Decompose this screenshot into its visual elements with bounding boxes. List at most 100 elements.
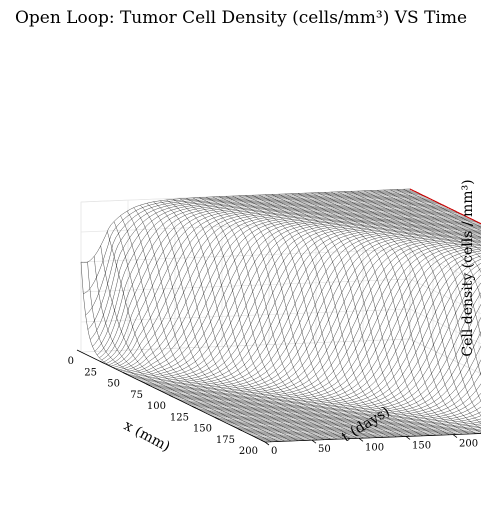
- mesh-line-x: [248, 421, 481, 435]
- x-axis-label: x (mm): [121, 418, 173, 456]
- x-tick-label: 0: [68, 356, 74, 367]
- mesh-line-x: [149, 222, 480, 386]
- x-tick-mark: [99, 360, 105, 364]
- mesh-line-x: [253, 425, 481, 437]
- x-tick-label: 50: [107, 379, 120, 390]
- mesh-line-x: [216, 292, 481, 419]
- mesh-line-x: [99, 197, 429, 358]
- mesh-line-x: [258, 428, 481, 439]
- x-tick-mark: [76, 349, 82, 353]
- mesh-line-x: [189, 243, 481, 406]
- mesh-line-x: [260, 430, 481, 440]
- mesh-line-x: [166, 231, 481, 394]
- mesh-line-x: [239, 406, 481, 430]
- mesh-line-t: [186, 198, 371, 438]
- grid-line-z: [80, 278, 411, 293]
- mesh-line-x: [133, 214, 463, 379]
- mesh-line-x: [218, 304, 481, 420]
- mesh-line-x: [230, 372, 481, 426]
- mesh-line-x: [156, 226, 481, 390]
- y-tick-label: 200: [459, 439, 478, 450]
- mesh-line-x: [214, 282, 481, 418]
- mesh-line-x: [170, 233, 481, 397]
- mesh-line-x: [163, 229, 481, 393]
- mesh-line-x: [143, 219, 473, 383]
- x-tick-mark: [191, 405, 197, 409]
- mesh-line-x: [195, 248, 481, 409]
- mesh-line-x: [251, 423, 481, 436]
- mesh-line-x: [117, 206, 447, 371]
- mesh-line-t: [159, 200, 345, 440]
- mesh-line-x: [145, 220, 475, 384]
- mesh-line-x: [168, 232, 481, 395]
- grid-line-z: [409, 338, 481, 375]
- y-tick-mark: [358, 437, 364, 442]
- mesh-line-x: [232, 383, 481, 427]
- y-tick-mark: [405, 436, 411, 440]
- mesh-line-x: [193, 246, 481, 408]
- mesh-line-x: [83, 189, 413, 294]
- mesh-line-x: [108, 202, 438, 366]
- x-tick-label: 125: [170, 412, 189, 423]
- mesh-line-x: [115, 205, 445, 369]
- x-tick-label: 150: [193, 424, 212, 435]
- mesh-line-x: [255, 427, 481, 438]
- mesh-line-x: [237, 400, 481, 429]
- mesh-line-x: [106, 201, 436, 364]
- grid-line-z: [80, 308, 411, 323]
- surface-mesh: [80, 188, 481, 443]
- mesh-line-x: [122, 209, 452, 373]
- grid-line-z: [80, 248, 411, 263]
- surface-edge-tmax: [409, 188, 481, 225]
- y-tick-mark: [311, 439, 317, 444]
- mesh-line-x: [202, 255, 481, 412]
- mesh-line-x: [177, 237, 481, 400]
- mesh-line-x: [113, 204, 443, 368]
- x-tick-label: 200: [239, 446, 258, 457]
- mesh-line-x: [154, 224, 481, 389]
- mesh-line-x: [85, 191, 415, 316]
- x-tick-label: 25: [84, 367, 97, 378]
- z-axis-label: Cell density (cells / mm³): [460, 179, 476, 356]
- mesh-line-x: [87, 192, 417, 330]
- mesh-line-x: [191, 245, 481, 407]
- mesh-line-x: [80, 188, 411, 263]
- mesh-line-x: [223, 331, 481, 422]
- x-tick-label: 75: [130, 390, 143, 401]
- mesh-line-t: [390, 189, 481, 235]
- mesh-line-x: [131, 213, 461, 377]
- mesh-line-x: [96, 196, 427, 356]
- y-tick-label: 100: [365, 442, 384, 453]
- mesh-line-t: [396, 189, 481, 231]
- mesh-line-x: [147, 221, 477, 385]
- y-tick-label: 50: [318, 444, 331, 455]
- mesh-line-x: [129, 212, 459, 376]
- mesh-line-x: [124, 210, 454, 374]
- mesh-line-x: [161, 228, 481, 392]
- y-tick-mark: [264, 441, 270, 446]
- mesh-line-x: [90, 193, 420, 340]
- mesh-line-x: [228, 359, 481, 425]
- y-tick-label: 150: [412, 440, 431, 451]
- mesh-line-x: [209, 268, 481, 416]
- mesh-line-x: [126, 211, 457, 375]
- mesh-line-x: [138, 216, 468, 381]
- x-tick-mark: [260, 439, 266, 443]
- mesh-line-x: [175, 235, 481, 399]
- mesh-line-x: [186, 242, 481, 404]
- mesh-line-x: [200, 252, 481, 411]
- x-tick-label: 175: [216, 435, 235, 446]
- mesh-line-x: [221, 317, 481, 421]
- mesh-line-x: [159, 227, 481, 391]
- mesh-line-x: [205, 258, 481, 413]
- mesh-line-t: [140, 204, 325, 440]
- mesh-line-x: [235, 392, 481, 428]
- chart-title: Open Loop: Tumor Cell Density (cells/mm³…: [15, 8, 467, 28]
- mesh-line-x: [152, 223, 481, 388]
- mesh-line-x: [101, 198, 431, 361]
- x-tick-mark: [145, 383, 151, 387]
- mesh-line-x: [212, 274, 481, 417]
- mesh-line-t: [403, 189, 481, 228]
- x-tick-mark: [237, 428, 243, 432]
